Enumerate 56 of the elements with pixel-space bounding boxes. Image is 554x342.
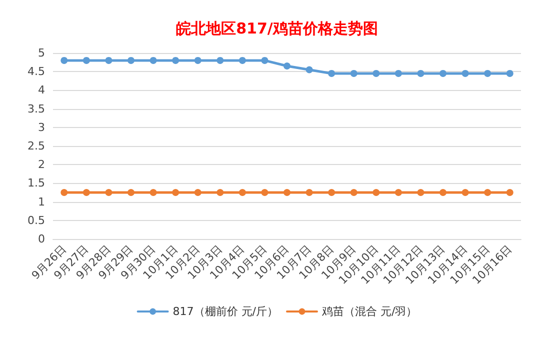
chart-title: 皖北地区817/鸡苗价格走势图: [176, 20, 378, 38]
y-tick-label: 3.5: [28, 102, 45, 116]
point: [484, 189, 492, 196]
y-tick-label: 0: [38, 232, 45, 246]
y-tick-label: 2: [38, 158, 45, 172]
legend-label: 鸡苗（混合 元/羽）: [321, 305, 418, 318]
point: [216, 189, 224, 196]
point: [484, 70, 492, 77]
legend-label: 817（棚前价 元/斤）: [172, 305, 278, 318]
point: [105, 56, 112, 64]
y-tick-label: 3: [38, 120, 45, 134]
point: [172, 189, 180, 196]
y-tick-label: 0.5: [28, 214, 45, 227]
point: [394, 189, 402, 196]
point: [462, 70, 469, 77]
point: [261, 56, 268, 64]
point: [128, 189, 134, 196]
point: [350, 70, 358, 77]
point: [284, 62, 290, 70]
point: [194, 56, 202, 64]
point: [462, 189, 469, 196]
point: [216, 56, 224, 64]
point: [150, 189, 157, 196]
point: [417, 70, 424, 77]
point: [372, 70, 380, 77]
point: [82, 56, 90, 64]
y-tick-label: 2.5: [28, 140, 45, 152]
point: [394, 70, 402, 77]
point: [284, 189, 290, 196]
point: [506, 189, 514, 196]
y-tick-label: 4: [38, 84, 45, 97]
y-tick-label: 1.5: [28, 176, 45, 190]
y-tick-label: 5: [38, 46, 45, 60]
point: [440, 189, 446, 196]
point: [105, 189, 112, 196]
point: [350, 189, 358, 196]
point: [306, 66, 313, 74]
point: [261, 189, 268, 196]
point: [238, 189, 246, 196]
point: [128, 56, 134, 64]
point: [328, 70, 336, 77]
point: [172, 56, 180, 64]
y-tick-label: 1: [38, 195, 45, 208]
point: [440, 70, 446, 77]
point: [60, 56, 68, 64]
point: [417, 189, 424, 196]
point: [506, 70, 514, 77]
point: [82, 189, 90, 196]
point: [238, 56, 246, 64]
point: [194, 189, 202, 196]
point: [372, 189, 380, 196]
y-tick-label: 4.5: [28, 65, 45, 78]
point: [150, 56, 157, 64]
point: [60, 189, 68, 196]
point: [306, 189, 313, 196]
point: [328, 189, 336, 196]
